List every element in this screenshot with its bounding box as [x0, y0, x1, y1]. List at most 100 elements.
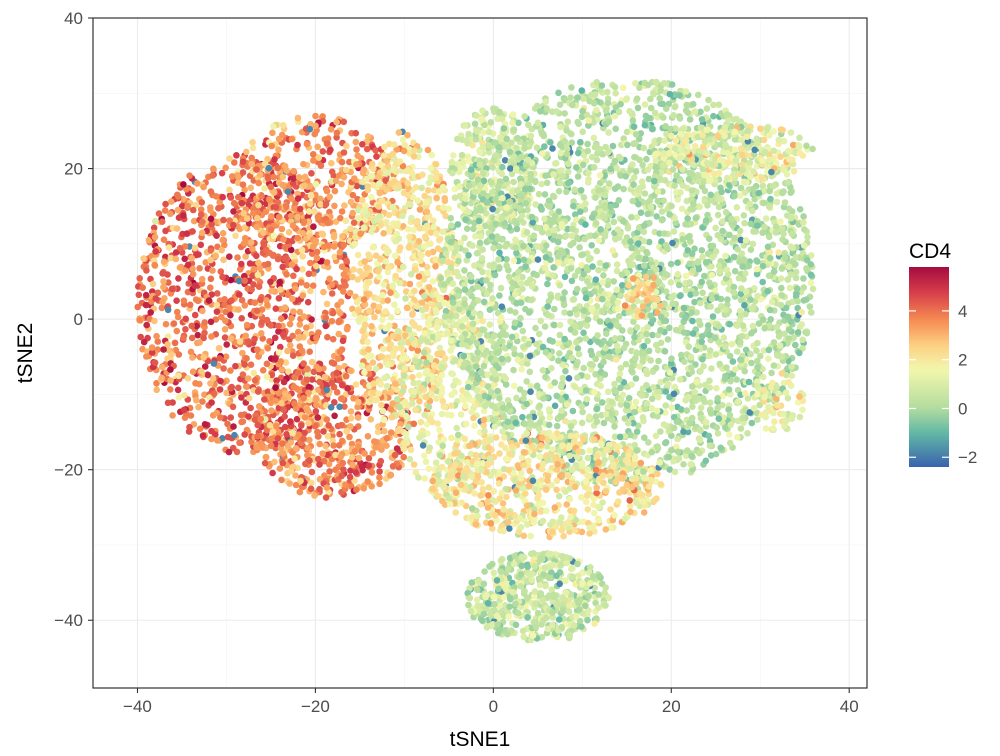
scatter-point [308, 468, 316, 476]
scatter-point [147, 309, 154, 316]
scatter-point [353, 486, 360, 494]
scatter-point [272, 204, 280, 211]
scatter-point [219, 230, 227, 237]
scatter-point [280, 406, 288, 413]
scatter-point [647, 95, 654, 103]
scatter-point [427, 240, 434, 247]
scatter-point [368, 193, 375, 201]
scatter-point [348, 440, 356, 448]
scatter-point [178, 202, 186, 210]
scatter-point [411, 321, 418, 329]
scatter-point [241, 302, 249, 309]
scatter-point [258, 306, 266, 313]
scatter-point [438, 384, 446, 392]
scatter-points [134, 78, 817, 644]
scatter-point [197, 206, 205, 213]
scatter-point [198, 199, 206, 206]
scatter-point [369, 224, 377, 232]
scatter-point [400, 372, 408, 380]
scatter-point [204, 357, 212, 365]
scatter-point [280, 236, 287, 243]
scatter-point [458, 151, 466, 159]
scatter-point [235, 277, 243, 285]
scatter-point [176, 264, 184, 271]
scatter-point [513, 144, 520, 152]
scatter-point [229, 444, 237, 452]
scatter-point [423, 208, 431, 215]
scatter-point [438, 410, 446, 418]
scatter-point [527, 170, 534, 178]
scatter-point [207, 204, 214, 211]
scatter-point [355, 307, 362, 314]
scatter-point [394, 182, 402, 190]
scatter-point [645, 238, 653, 246]
scatter-point [555, 187, 563, 195]
scatter-point [308, 316, 315, 323]
scatter-point [235, 384, 242, 392]
scatter-point [355, 215, 362, 222]
scatter-point [136, 316, 143, 324]
scatter-point [509, 111, 517, 118]
scatter-point [378, 353, 385, 360]
scatter-point [227, 194, 235, 201]
scatter-point [340, 173, 348, 181]
scatter-point [290, 167, 298, 175]
scatter-point [279, 450, 287, 457]
scatter-point [253, 444, 260, 451]
scatter-point [275, 213, 283, 221]
scatter-point [775, 249, 782, 256]
scatter-point [404, 179, 411, 187]
scatter-point [396, 279, 404, 287]
scatter-point [278, 225, 286, 233]
scatter-point [267, 183, 275, 191]
scatter-point [289, 430, 297, 437]
scatter-point [256, 171, 264, 178]
scatter-point [235, 306, 242, 313]
scatter-point [352, 469, 360, 476]
scatter-point [459, 387, 466, 394]
scatter-point [613, 261, 621, 268]
scatter-point [806, 303, 814, 310]
scatter-point [258, 319, 266, 326]
scatter-point [319, 450, 326, 457]
scatter-point [390, 352, 397, 360]
scatter-point [254, 433, 261, 440]
scatter-point [269, 428, 277, 435]
scatter-point [219, 273, 226, 281]
scatter-point [208, 399, 215, 406]
scatter-point [222, 164, 229, 172]
scatter-point [261, 459, 269, 467]
scatter-point [449, 169, 456, 177]
scatter-point [290, 463, 297, 471]
scatter-point [567, 265, 575, 272]
scatter-point [448, 434, 455, 442]
scatter-point [533, 271, 540, 279]
scatter-point [240, 239, 248, 247]
scatter-point [201, 319, 208, 326]
scatter-point [384, 297, 392, 304]
scatter-point [437, 274, 445, 282]
scatter-point [277, 286, 284, 293]
scatter-point [227, 311, 234, 319]
scatter-point [376, 180, 383, 187]
scatter-point [628, 213, 635, 221]
scatter-point [247, 404, 254, 412]
scatter-point [463, 137, 471, 145]
scatter-point [352, 129, 360, 137]
scatter-point [246, 260, 254, 267]
scatter-point [419, 431, 427, 439]
scatter-point [180, 406, 188, 414]
scatter-point [441, 403, 449, 411]
scatter-point [183, 185, 190, 193]
scatter-point [423, 222, 431, 230]
scatter-point [371, 313, 378, 321]
scatter-point [354, 152, 362, 159]
scatter-point [384, 169, 392, 176]
scatter-point [605, 129, 612, 136]
scatter-point [569, 407, 577, 415]
scatter-point [404, 166, 412, 174]
scatter-point [367, 416, 375, 423]
scatter-point [409, 373, 416, 381]
scatter-point [381, 374, 389, 382]
scatter-point [432, 459, 440, 467]
